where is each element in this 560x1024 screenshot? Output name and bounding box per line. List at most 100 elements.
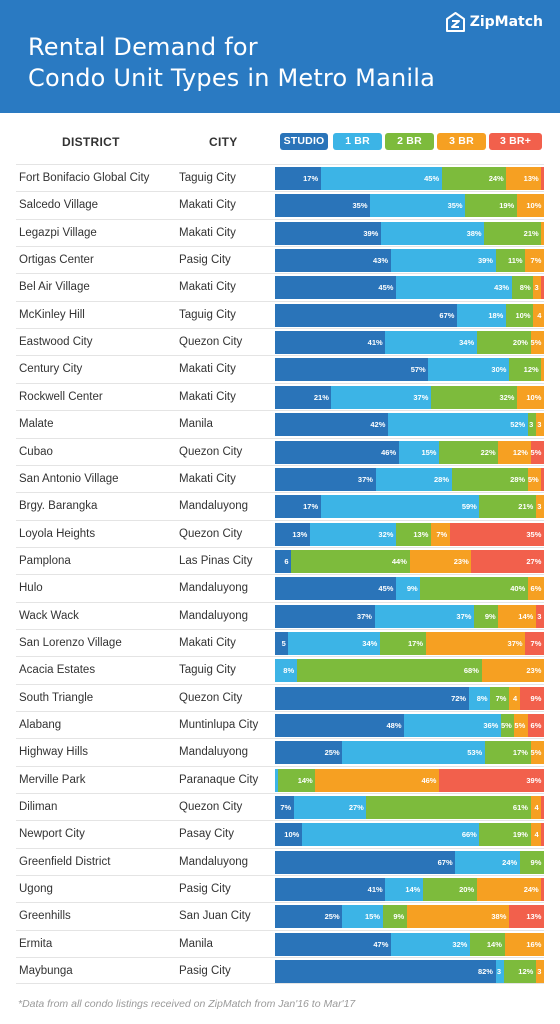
bar-segment-2-br: 17% (484, 741, 531, 765)
data-label: 4 (537, 310, 542, 320)
data-label: 10% (526, 201, 542, 211)
table-row: Pamplona Las Pinas City 6 44% 23% 27% (16, 546, 544, 574)
bar-segment-2-br: 8% (511, 276, 534, 300)
data-label: 19% (512, 830, 528, 840)
data-label: 7% (530, 256, 542, 266)
bar-segment-3-br: 3 (535, 495, 544, 519)
data-label: 41% (367, 338, 383, 348)
bar-segment-1-br: 8% (468, 686, 491, 710)
data-label: 4 (513, 693, 518, 703)
data-label: 27% (348, 803, 364, 813)
district-name: Greenhills (19, 910, 71, 923)
bar-segment-1-br: 52% (387, 413, 529, 437)
bar-segment-3-br: 23% (481, 659, 544, 683)
bar-segment-1-br: 9% (396, 577, 421, 601)
stacked-bar: 48% 36% 5% 5% 6% (275, 714, 544, 737)
bar-segment-2-br: 3 (527, 413, 537, 437)
data-label: 25% (324, 748, 340, 758)
bar-segment-1-br: 27% (293, 796, 367, 820)
bar-segment-1-br: 34% (288, 631, 381, 655)
stacked-bar: 67% 18% 10% 4 (275, 303, 544, 327)
data-label: 38% (491, 912, 507, 922)
bar-segment-3-br: 37% (425, 631, 526, 655)
data-label: 3 (537, 611, 542, 621)
stacked-bar: 8% 68% 23% (275, 659, 544, 683)
stacked-bar: 72% 8% 7% 4 9% (275, 686, 544, 710)
bar-segment-1-br: 37% (374, 604, 475, 628)
district-name: Bel Air Village (19, 281, 90, 294)
bar-segment-studio: 7% (275, 796, 295, 820)
data-label: 18% (488, 310, 504, 320)
data-label: 3 (496, 967, 502, 977)
bar-segment-1-br: 36% (404, 714, 502, 737)
bar-segment-1-br: 14% (385, 878, 424, 902)
bar-segment-studio: 43% (275, 249, 392, 273)
data-label: 12% (523, 365, 539, 375)
bar-segment-3-br (541, 467, 544, 491)
bar-segment-studio: 82% (275, 960, 496, 984)
data-label: 5 (281, 638, 286, 648)
zipmatch-logo-icon (445, 12, 465, 32)
data-label: 7% (495, 693, 507, 703)
bar-segment-3-br (541, 167, 544, 190)
city-name: Las Pinas City (179, 554, 253, 567)
data-label: 37% (357, 474, 373, 484)
data-label: 13% (523, 174, 539, 183)
city-name: Manila (179, 418, 213, 431)
data-label: 30% (491, 365, 507, 375)
bar-segment-3-br (541, 358, 544, 382)
data-label: 5% (514, 721, 526, 730)
district-name: Fort Bonifacio Global City (19, 172, 150, 184)
bar-segment-1-br: 18% (457, 303, 507, 327)
legend-item-studio: STUDIO (280, 133, 328, 150)
data-label: 28% (510, 474, 526, 484)
data-label: 5% (500, 721, 512, 730)
zipmatch-logo[interactable]: ZipMatch (445, 12, 543, 32)
data-label: 46% (381, 447, 397, 457)
bar-segment-1-br: 32% (309, 522, 397, 546)
district-name: Ugong (19, 883, 53, 896)
data-label: 14% (518, 611, 534, 621)
bar-segment-studio: 42% (275, 413, 389, 437)
city-name: Mandaluyong (179, 500, 249, 513)
district-name: Diliman (19, 801, 58, 814)
data-label: 13% (413, 529, 429, 539)
city-name: Manila (179, 937, 213, 950)
data-label: 48% (386, 721, 402, 730)
data-label: 28% (433, 474, 449, 484)
data-label: 20% (512, 338, 528, 348)
table-row: Alabang Muntinlupa City 48% 36% 5% 5% 6% (16, 711, 544, 738)
data-label: 35% (526, 529, 542, 539)
table-row: Ugong Pasig City 41% 14% 20% 24% (16, 875, 544, 902)
data-label: 4 (534, 803, 539, 813)
bar-segment-3-br (541, 878, 544, 902)
bar-segment-1-br: 30% (428, 358, 510, 382)
table-row: Eastwood City Quezon City 41% 34% 20% 5% (16, 328, 544, 355)
table-row: Fort Bonifacio Global City Taguig City 17%… (16, 164, 544, 191)
table-row: Greenhills San Juan City 25% 15% 9% 38% 13% (16, 902, 544, 929)
bar-segment-2-br: 9% (382, 905, 408, 929)
district-name: Loyola Heights (19, 527, 96, 540)
city-name: Quezon City (179, 691, 243, 704)
city-name: Paranaque City (179, 773, 259, 786)
bar-segment-3-br: 7% (431, 522, 451, 546)
bar-segment-studio: 41% (275, 878, 386, 902)
table-row: Ortigas Center Pasig City 43% 39% 11% 7% (16, 246, 544, 273)
district-name: Highway Hills (19, 746, 89, 759)
bar-segment-3-br: 38% (406, 905, 510, 929)
data-label: 21% (523, 228, 539, 238)
district-name: Cubao (19, 445, 53, 458)
city-name: Pasig City (179, 254, 231, 267)
data-label: 45% (378, 584, 394, 594)
table-row: Legazpi Village Makati City 39% 38% 21% (16, 218, 544, 246)
district-name: Malate (19, 418, 54, 431)
table-row: Bel Air Village Makati City 45% 43% 8% 3 (16, 273, 544, 300)
data-label: 5% (530, 447, 542, 457)
district-name: Rockwell Center (19, 390, 103, 403)
data-label: 3 (529, 420, 534, 430)
bar-segment-studio: 46% (275, 440, 400, 464)
stacked-bar: 5 34% 17% 37% 7% (275, 631, 544, 655)
table-row: Cubao Quezon City 46% 15% 22% 12% 5% (16, 437, 544, 465)
bar-segment-1-br: 38% (380, 221, 485, 245)
district-name: Legazpi Village (19, 226, 97, 239)
